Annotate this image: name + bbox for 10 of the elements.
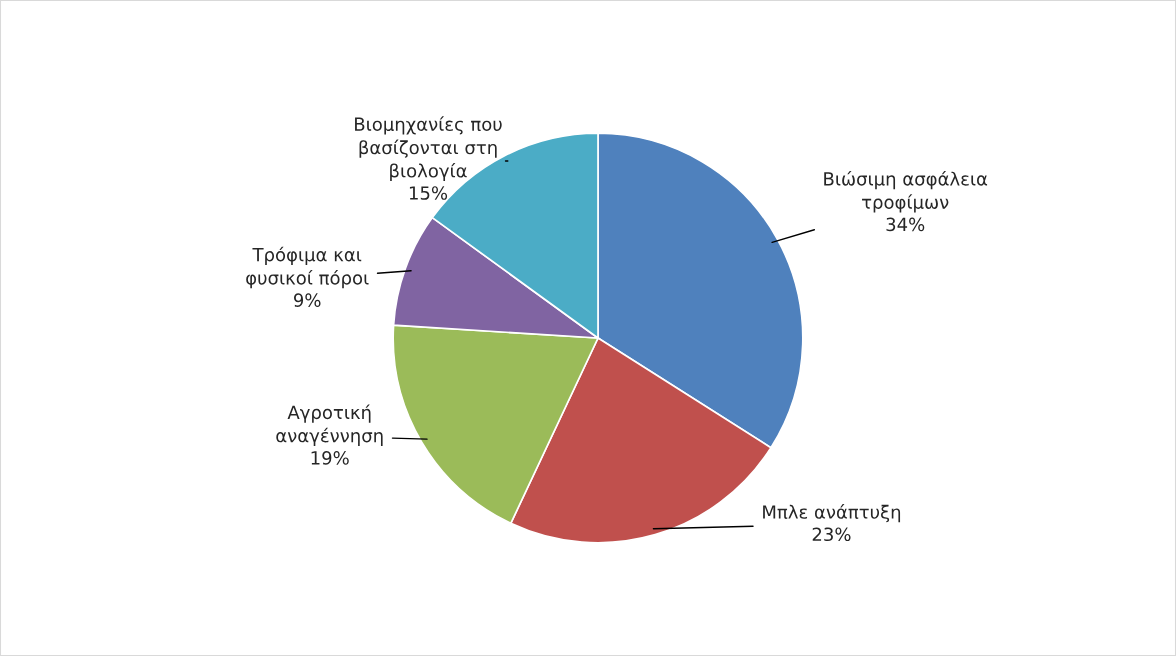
data-label: 34%	[886, 217, 925, 232]
slice-label: Μπλε ανάπτυξη	[763, 504, 901, 523]
slice-label: Βιομηχανίες που βασίζονται στη βιολογία	[355, 116, 502, 182]
data-label: 23%	[812, 527, 851, 542]
data-label: 19%	[311, 451, 349, 465]
slice-label: Βιώσιμη ασφάλεια τροφίμων	[824, 170, 988, 213]
slice-label: Αγροτική αναγέννηση	[276, 404, 383, 446]
slice-label: Τρόφιμα και φυσικοί πόροι	[246, 246, 369, 289]
data-label: 15%	[409, 186, 448, 200]
data-label: 9%	[294, 293, 321, 307]
